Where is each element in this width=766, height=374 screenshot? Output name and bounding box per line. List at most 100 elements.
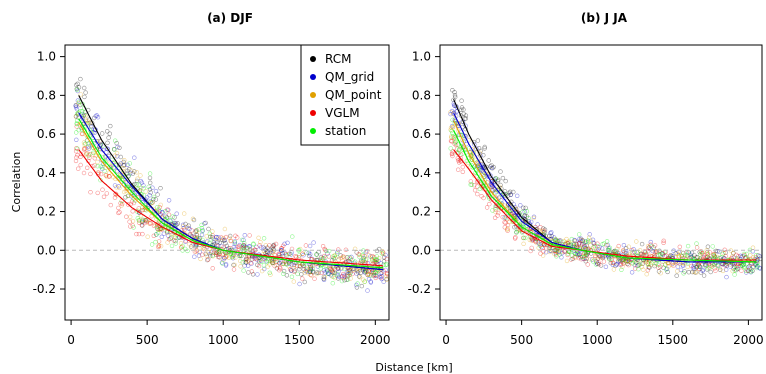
scatter-point-qm_grid (753, 262, 758, 267)
scatter-point-qm_point (676, 254, 682, 259)
scatter-point-qm_point (110, 160, 115, 166)
scatter-point-vglm (475, 178, 481, 184)
scatter-point-rcm (490, 166, 495, 171)
scatter-point-qm_point (366, 253, 372, 258)
scatter-point-qm_grid (315, 264, 320, 269)
scatter-point-station (511, 215, 516, 221)
scatter-point-rcm (330, 270, 336, 275)
scatter-point-rcm (78, 76, 83, 82)
scatter-point-station (484, 182, 489, 188)
scatter-point-qm_grid (497, 190, 503, 195)
scatter-point-station (711, 253, 716, 258)
scatter-point-rcm (553, 238, 558, 243)
scatter-point-station (740, 263, 745, 268)
scatter-point-qm_grid (508, 192, 513, 197)
scatter-point-rcm (693, 270, 698, 275)
scatter-point-station (619, 267, 624, 272)
scatter-point-station (324, 267, 330, 272)
scatter-point-vglm (236, 246, 242, 252)
scatter-point-qm_grid (578, 236, 584, 241)
scatter-point-station (586, 239, 591, 245)
scatter-point-station (685, 243, 691, 249)
legend-label: VGLM (325, 106, 360, 120)
scatter-point-qm_point (536, 245, 541, 251)
scatter-point-station (518, 214, 523, 219)
x-tick-label: 1000 (208, 333, 239, 347)
scatter-point-vglm (106, 174, 112, 179)
scatter-point-qm_grid (514, 193, 520, 199)
scatter-point-station (155, 230, 161, 236)
scatter-point-qm_grid (361, 255, 366, 261)
scatter-point-rcm (606, 256, 612, 261)
scatter-point-qm_point (564, 240, 569, 246)
scatter-point-rcm (758, 256, 762, 262)
scatter-point-qm_point (165, 240, 170, 245)
scatter-point-station (304, 250, 309, 255)
scatter-point-vglm (632, 266, 638, 271)
scatter-point-rcm (612, 248, 617, 254)
scatter-point-vglm (140, 218, 145, 223)
scatter-point-qm_grid (379, 276, 384, 282)
scatter-point-station (79, 108, 85, 114)
scatter-point-vglm (495, 203, 500, 208)
scatter-point-rcm (292, 268, 297, 273)
scatter-point-station (140, 217, 145, 222)
scatter-point-qm_grid (519, 224, 524, 230)
scatter-point-qm_point (269, 249, 275, 254)
scatter-point-rcm (755, 253, 761, 258)
scatter-point-station (126, 173, 131, 178)
scatter-point-station (352, 259, 358, 264)
scatter-point-vglm (300, 251, 305, 256)
scatter-point-qm_point (93, 153, 98, 158)
scatter-point-rcm (739, 255, 744, 260)
scatter-point-qm_grid (631, 247, 636, 252)
scatter-point-rcm (611, 249, 617, 254)
scatter-point-station (363, 269, 369, 274)
scatter-point-station (453, 140, 458, 145)
scatter-point-qm_point (247, 247, 253, 252)
scatter-point-rcm (132, 192, 137, 198)
scatter-point-rcm (311, 270, 316, 275)
scatter-point-vglm (661, 240, 666, 246)
scatter-point-vglm (596, 262, 602, 267)
scatter-point-qm_point (626, 258, 631, 263)
scatter-point-qm_point (158, 202, 164, 208)
scatter-point-vglm (460, 164, 465, 170)
scatter-point-qm_point (147, 221, 152, 226)
scatter-point-station (134, 182, 140, 187)
scatter-point-qm_grid (139, 180, 145, 185)
scatter-point-station (547, 246, 552, 251)
scatter-point-qm_grid (242, 243, 248, 249)
scatter-point-station (261, 263, 267, 268)
scatter-point-qm_point (529, 238, 534, 243)
scatter-point-qm_grid (587, 232, 592, 237)
scatter-point-vglm (579, 257, 584, 262)
scatter-point-station (375, 267, 380, 273)
scatter-point-vglm (616, 243, 621, 249)
scatter-point-qm_point (270, 250, 276, 255)
scatter-point-qm_grid (522, 217, 528, 222)
scatter-point-rcm (524, 214, 529, 219)
scatter-point-station (73, 130, 79, 135)
scatter-point-qm_grid (285, 240, 290, 246)
scatter-point-station (526, 215, 531, 221)
scatter-point-vglm (385, 272, 389, 277)
scatter-point-vglm (131, 200, 137, 206)
scatter-point-rcm (513, 207, 519, 212)
scatter-point-qm_grid (615, 259, 621, 264)
scatter-point-rcm (155, 226, 160, 232)
scatter-point-rcm (696, 263, 701, 268)
scatter-point-station (453, 139, 459, 144)
scatter-point-qm_grid (468, 149, 473, 155)
scatter-point-vglm (157, 205, 162, 210)
scatter-point-station (560, 239, 565, 245)
scatter-point-qm_point (364, 269, 370, 274)
scatter-point-qm_grid (377, 274, 383, 280)
scatter-point-vglm (300, 276, 305, 281)
scatter-point-qm_grid (747, 263, 752, 269)
scatter-point-rcm (373, 273, 378, 278)
scatter-point-qm_point (267, 262, 272, 267)
scatter-point-qm_point (625, 258, 630, 264)
scatter-point-vglm (505, 222, 511, 228)
scatter-point-station (154, 232, 159, 237)
